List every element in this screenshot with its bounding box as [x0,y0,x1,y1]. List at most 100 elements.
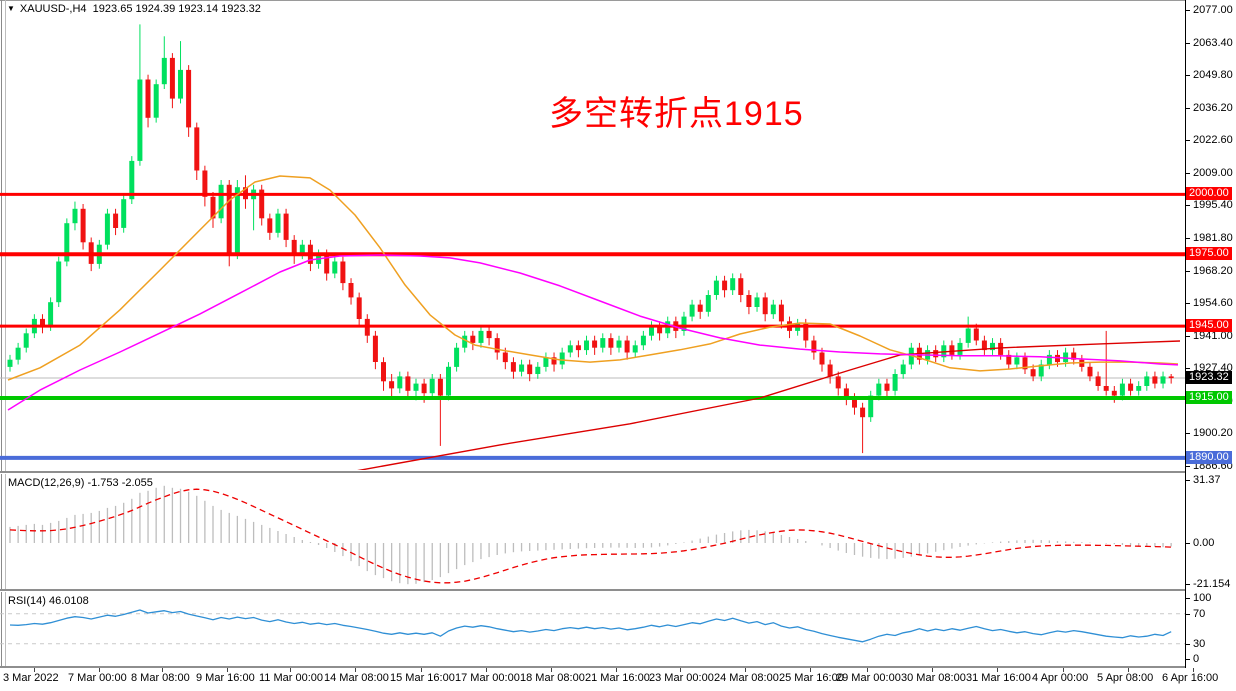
candle-body [462,335,468,348]
candle-body [178,69,183,99]
candle-body [584,340,589,351]
candle-body [1087,366,1093,377]
red-trendline [357,340,1181,470]
rsi-axis-tick [1186,598,1190,599]
pane-separator-rsi[interactable] [0,589,1236,592]
candle-body [104,213,110,245]
price-axis-tick [1186,173,1190,174]
candle-body [860,407,866,418]
candle-body [1006,354,1012,365]
candle-body [218,184,224,219]
candle-body [689,304,695,317]
candle-body [957,342,963,355]
macd-axis-tick [1186,584,1190,585]
price-level-badge: 2000.00 [1186,187,1232,200]
candle-body [299,244,305,255]
price-chart-canvas[interactable] [0,0,1185,668]
symbol-period-label: XAUUSD-,H4 [19,3,87,15]
candle-body [153,84,159,118]
rsi-axis-tick [1186,659,1190,660]
candle-body [981,340,987,351]
candle-body [933,350,939,358]
candle-body [48,302,54,327]
candle-body [1014,357,1020,365]
candle-body [770,304,776,315]
time-axis-tick [355,668,356,672]
time-axis-tick [997,668,998,672]
price-axis[interactable]: 2077.00 2063.40 2049.80 2036.20 2022.60 2009.… [1186,0,1236,668]
candle-body [527,364,533,375]
time-axis-tick [680,668,681,672]
time-axis-tick [1193,668,1194,672]
price-axis-label: 1941.00 [1193,330,1233,342]
candle-body [811,340,817,353]
candle-body [778,304,784,322]
rsi-axis-label: 70 [1193,608,1206,620]
time-axis-label: 14 Mar 08:00 [324,672,389,684]
candle-body [348,283,354,298]
candle-body [494,338,500,353]
time-axis[interactable]: 3 Mar 2022 7 Mar 00:00 8 Mar 08:00 9 Mar 16… [0,668,1236,691]
candle-body [551,357,557,365]
candle-body [210,196,216,219]
window-left-border-inner [5,0,6,691]
candle-body [113,213,119,228]
candle-body [1111,390,1117,396]
price-axis-label: 1954.60 [1193,297,1233,309]
price-pane[interactable] [0,24,1185,473]
time-axis-tick [227,668,228,672]
candle-body [64,223,70,262]
candle-body [868,395,874,418]
price-level-badge: 1915.00 [1186,391,1232,404]
candle-body [835,376,841,389]
candle-body [7,359,13,367]
candle-body [1038,364,1044,377]
candle-body [486,330,492,339]
candle-body [884,383,890,391]
time-axis-tick [99,668,100,672]
rsi-indicator-label: RSI(14) 46.0108 [8,595,89,607]
candle-body [397,376,403,389]
candle-body [1030,369,1036,377]
price-level-badge: 1890.00 [1186,451,1232,464]
price-axis-tick [1186,205,1190,206]
candle-body [129,160,135,200]
macd-axis-label: 0.00 [1193,537,1215,549]
candle-body [1144,376,1150,386]
ma-magenta [7,254,1179,411]
price-axis-tick [1186,336,1190,337]
candle-body [1022,357,1028,370]
time-axis-tick [162,668,163,672]
candle-body [186,69,192,128]
chevron-down-icon[interactable]: ▼ [7,4,15,13]
candle-body [80,208,86,243]
time-axis-label: 4 Apr 00:00 [1032,672,1089,684]
candle-body [657,326,663,334]
price-axis-border [1185,0,1186,668]
macd-axis-tick [1186,543,1190,544]
candle-body [575,345,581,351]
candle-body [559,352,565,365]
pane-separator-macd[interactable] [0,471,1236,474]
time-axis-label: 11 Mar 00:00 [259,672,324,684]
macd-axis-tick [1186,480,1190,481]
candle-body [649,326,654,336]
candle-body [169,57,175,99]
price-axis-label: 1900.20 [1193,427,1233,439]
price-axis-label: 2036.20 [1193,102,1233,114]
annotation-text: 多空转折点1915 [549,95,804,133]
candle-body [519,364,525,372]
price-axis-tick [1186,43,1190,44]
candle-body [1168,376,1174,379]
candle-body [1160,376,1166,384]
candle-body [624,340,630,353]
candle-body [730,278,736,291]
price-axis-tick [1186,140,1190,141]
candle-body [259,189,265,219]
candle-body [72,208,78,224]
candle-body [324,254,330,274]
time-axis-label: 18 Mar 08:00 [520,672,585,684]
candle-body [738,278,744,295]
time-axis-label: 8 Mar 08:00 [131,672,190,684]
candle-body [15,347,21,360]
